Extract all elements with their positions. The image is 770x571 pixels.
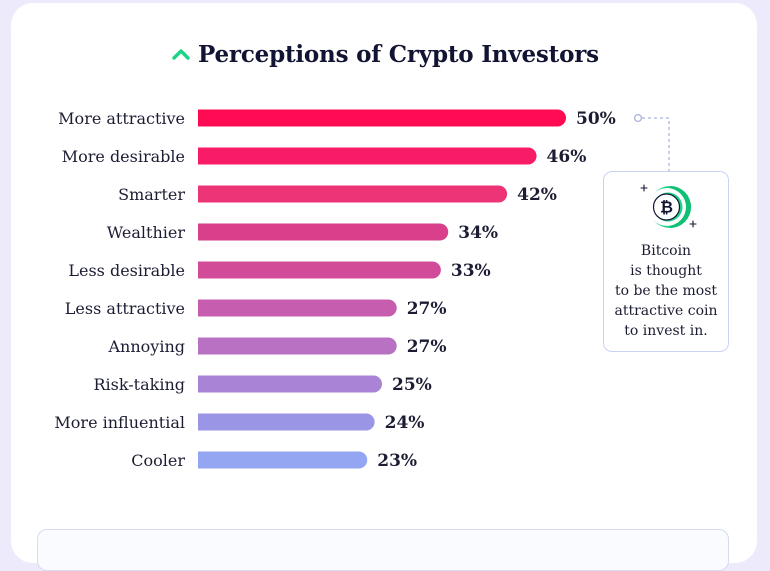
category-label: Less desirable [68,261,185,280]
bar [198,109,566,127]
bar-base [198,413,215,431]
bar-base [198,223,215,241]
category-label: More influential [54,413,185,432]
bar [198,261,441,279]
value-label: 33% [451,261,491,281]
bar [198,299,397,317]
category-label: Risk-taking [93,375,185,394]
category-label: Smarter [118,185,185,204]
chevron-up-icon [172,49,190,60]
bar [198,337,397,355]
bar [198,451,368,469]
callout-connector [633,113,670,172]
value-label: 27% [407,299,447,319]
callout-line: to invest in. [624,323,708,339]
bar-base [198,337,215,355]
bar-base [198,109,215,127]
category-label: More attractive [58,109,185,128]
bar [198,413,375,431]
category-label: More desirable [62,147,185,166]
svg-text:₿: ₿ [660,198,673,217]
bar-base [198,185,215,203]
bar-base [198,261,215,279]
value-label: 27% [407,337,447,357]
callout-line: is thought [630,263,702,279]
bar-base [198,375,215,393]
category-label: Cooler [131,451,185,470]
value-label: 34% [458,223,498,243]
bar-base [198,299,215,317]
value-label: 24% [385,413,425,433]
bar-chart: More attractive 50% More desirable 46% Smart… [54,109,616,471]
value-label: 46% [547,147,587,167]
bar [198,375,382,393]
bar [198,185,508,203]
bar [198,223,449,241]
value-label: 42% [517,185,557,205]
value-label: 25% [392,375,432,395]
category-label: Annoying [108,337,186,356]
chart-title-text: Perceptions of Crypto Investors [198,40,599,68]
footer-panel [37,529,729,571]
callout-line: Bitcoin [640,243,692,259]
callout-line: to be the most [614,283,718,299]
chart-title: Perceptions of Crypto Investors [172,38,599,70]
bar [198,147,537,165]
category-label: Less attractive [65,299,185,318]
bitcoin-callout: ₿ Bitcoin is thought to be the most attr… [603,171,729,352]
callout-line: attractive coin [614,303,718,319]
bitcoin-coin-icon: ₿ [640,184,697,228]
value-label: 23% [377,451,417,471]
bar-base [198,147,215,165]
bar-base [198,451,215,469]
value-label: 50% [576,109,616,129]
category-label: Wealthier [107,223,186,242]
callout-text: Bitcoin is thought to be the most attrac… [608,241,724,341]
